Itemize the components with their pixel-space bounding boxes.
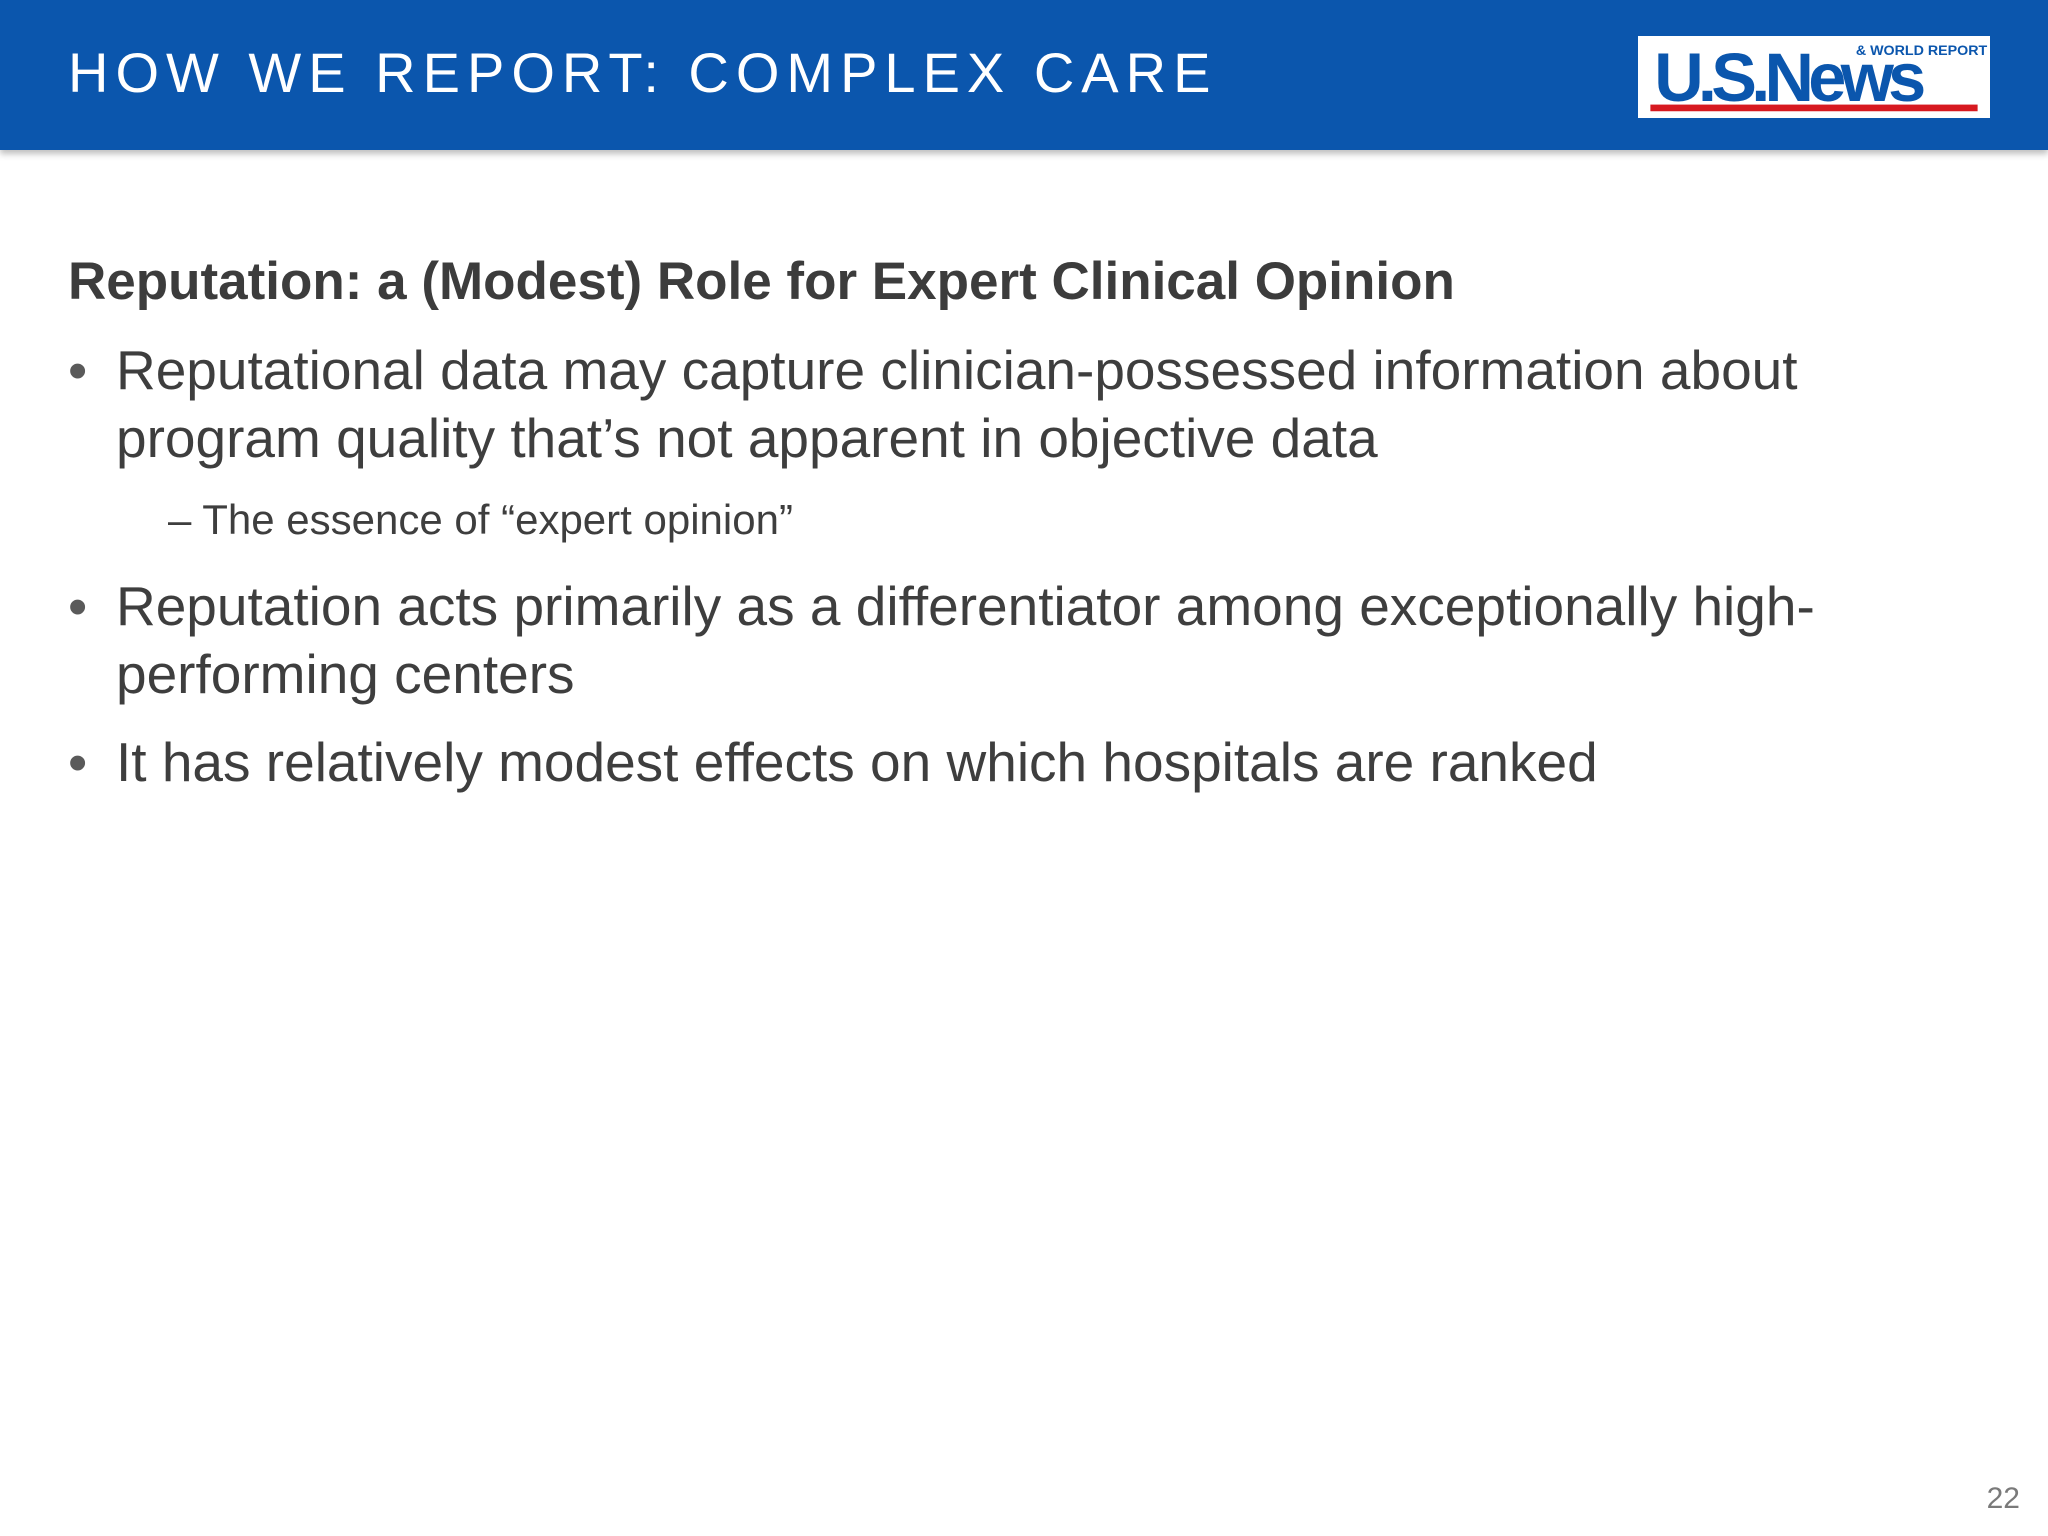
bullet-marker: • [68,575,88,637]
slide-header-title: HOW WE REPORT: COMPLEX CARE [68,41,1218,104]
us-news-logo: U.S.News & WORLD REPORT [1638,36,1990,118]
bullet-text: Reputational data may capture clinician-… [116,339,1798,469]
header-bar: HOW WE REPORT: COMPLEX CARE U.S.News & W… [0,0,2048,150]
bullet-item: • It has relatively modest effects on wh… [68,728,1936,796]
slide-body: Reputation: a (Modest) Role for Expert C… [68,244,1968,816]
logo-wordmark: U.S.News [1654,39,1924,116]
sub-bullet-text: – The essence of “expert opinion” [168,496,793,543]
bullet-marker: • [68,731,88,793]
bullet-list: • Reputational data may capture clinicia… [68,336,1968,796]
logo-underline [1650,104,1978,112]
page-number: 22 [1986,1482,2020,1515]
bullet-text: It has relatively modest effects on whic… [116,731,1598,793]
us-news-logo-graphic: U.S.News & WORLD REPORT [1646,38,1988,116]
bullet-item: • Reputational data may capture clinicia… [68,336,1936,472]
slide-subtitle: Reputation: a (Modest) Role for Expert C… [68,252,1455,311]
bullet-text: Reputation acts primarily as a different… [116,575,1815,705]
logo-tagline: & WORLD REPORT [1856,43,1988,59]
sub-bullet-item: – The essence of “expert opinion” [68,492,1968,548]
bullet-item: • Reputation acts primarily as a differe… [68,572,1936,708]
bullet-marker: • [68,339,88,401]
